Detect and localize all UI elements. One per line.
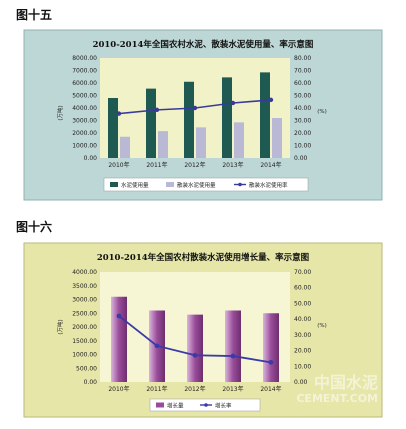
chart-1-y-right-tick: 30.00 — [294, 118, 311, 125]
chart-2-y-left-tick: 1500.00 — [72, 338, 97, 345]
chart-1-y-right-tick: 20.00 — [294, 130, 311, 137]
chart-1-y-left-tick: 8000.00 — [72, 55, 97, 62]
chart-1: 2010-2014年全国农村水泥、散装水泥使用量、率示意图 0.00 1000.00… — [23, 29, 383, 201]
chart-1-x-tick: 2010年 — [108, 161, 129, 169]
chart-1-bar-bulk — [196, 127, 206, 158]
chart-1-point-rate — [268, 97, 274, 103]
chart-2-y-right-unit: (%) — [317, 323, 327, 329]
chart-2-y-left-tick: 3500.00 — [72, 283, 97, 290]
chart-2-y-right-tick: 50.00 — [294, 300, 311, 307]
chart-1-y-right-tick: 40.00 — [294, 105, 311, 112]
chart-2-y-left-unit: (万吨) — [56, 319, 64, 334]
chart-2-y-left-tick: 3000.00 — [72, 297, 97, 304]
chart-1-x-tick: 2012年 — [184, 161, 205, 169]
chart-2-x-tick: 2011年 — [146, 385, 167, 393]
chart-2: 2010-2014年全国农村散装水泥使用增长量、率示意图 0.00 500.00 10… — [23, 242, 383, 418]
chart-1-legend-swatch-bulk — [166, 182, 174, 187]
chart-2-point-rate — [268, 359, 274, 365]
chart-1-bar-usage — [146, 88, 156, 158]
chart-1-title: 2010-2014年全国农村水泥、散装水泥使用量、率示意图 — [93, 39, 314, 50]
chart-1-legend — [103, 177, 309, 192]
chart-2-legend-marker — [204, 403, 208, 407]
chart-2-bar-growth — [225, 310, 241, 382]
chart-1-legend-label: 散装水泥使用率 — [249, 181, 288, 189]
chart-2-point-rate — [192, 352, 198, 358]
watermark-line-2: CEMENT.COM — [296, 392, 378, 405]
figure-16-label: 图十六 — [16, 220, 53, 234]
chart-1-x-tick: 2013年 — [222, 161, 243, 169]
chart-2-y-left-tick: 500.00 — [76, 365, 97, 372]
chart-1-y-right-tick: 10.00 — [294, 143, 311, 150]
chart-2-y-right-tick: 60.00 — [294, 285, 311, 292]
chart-2-y-right-tick: 70.00 — [294, 269, 311, 276]
chart-1-point-rate — [192, 105, 198, 111]
chart-1-y-left-tick: 0.00 — [84, 155, 98, 162]
chart-1-y-left-tick: 5000.00 — [72, 93, 97, 100]
chart-2-x-tick: 2014年 — [260, 385, 281, 393]
chart-1-x-tick: 2011年 — [146, 161, 167, 169]
chart-1-legend-swatch-usage — [110, 182, 118, 187]
chart-1-y-left-tick: 4000.00 — [72, 105, 97, 112]
chart-1-y-right-unit: (%) — [317, 109, 327, 115]
chart-1-legend-label: 散装水泥使用量 — [177, 181, 216, 189]
chart-1-x-tick: 2014年 — [260, 161, 281, 169]
chart-2-y-left-tick: 4000.00 — [72, 269, 97, 276]
chart-2-y-left-tick: 2000.00 — [72, 324, 97, 331]
chart-1-y-left-tick: 6000.00 — [72, 80, 97, 87]
chart-1-y-right-tick: 80.00 — [294, 55, 311, 62]
chart-2-point-rate — [230, 353, 236, 359]
chart-2-y-left-tick: 0.00 — [84, 379, 98, 386]
chart-2-x-tick: 2012年 — [184, 385, 205, 393]
chart-1-bar-bulk — [234, 122, 244, 158]
chart-1-legend-marker — [238, 182, 242, 187]
chart-1-y-right-tick: 0.00 — [294, 155, 308, 162]
chart-1-y-left-tick: 1000.00 — [72, 143, 97, 150]
chart-1-point-rate — [116, 111, 122, 116]
chart-2-legend-label: 增长量 — [167, 402, 184, 410]
chart-1-bar-usage — [222, 77, 232, 158]
watermark-line-1: 中国水泥 — [314, 373, 378, 392]
chart-2-y-right-tick: 40.00 — [294, 316, 311, 323]
chart-2-bar-growth — [111, 296, 127, 382]
chart-1-bar-usage — [260, 72, 270, 158]
chart-1-legend-label: 水泥使用量 — [121, 181, 149, 189]
chart-1-y-left-tick: 7000.00 — [72, 68, 97, 75]
chart-1-y-right-tick: 70.00 — [294, 68, 311, 75]
chart-2-y-right-tick: 30.00 — [294, 332, 311, 339]
chart-1-bar-bulk — [158, 131, 168, 158]
chart-2-point-rate — [154, 343, 160, 349]
chart-2-y-right-tick: 0.00 — [294, 379, 308, 386]
chart-1-bar-usage — [108, 98, 118, 158]
chart-1-bar-usage — [184, 81, 194, 158]
chart-1-y-right-tick: 50.00 — [294, 93, 311, 100]
chart-1-y-left-unit: (万吨) — [56, 105, 64, 120]
chart-1-y-right-tick: 60.00 — [294, 80, 311, 87]
chart-2-y-right-tick: 20.00 — [294, 348, 311, 355]
chart-2-y-left-tick: 2500.00 — [72, 310, 97, 317]
chart-2-point-rate — [116, 313, 122, 319]
chart-1-y-left-tick: 2000.00 — [72, 130, 97, 137]
chart-2-bar-growth — [263, 313, 279, 382]
chart-1-point-rate — [230, 100, 236, 106]
chart-2-x-tick: 2010年 — [108, 385, 129, 393]
chart-1-y-left-tick: 3000.00 — [72, 118, 97, 125]
chart-1-bar-bulk — [272, 118, 282, 158]
chart-2-bar-growth — [187, 314, 203, 382]
chart-2-y-left-tick: 1000.00 — [72, 352, 97, 359]
chart-2-legend-swatch-growth — [156, 402, 164, 408]
chart-2-title: 2010-2014年全国农村散装水泥使用增长量、率示意图 — [97, 252, 309, 263]
chart-2-x-tick: 2013年 — [222, 385, 243, 393]
chart-2-legend-label: 增长率 — [215, 402, 232, 410]
chart-1-bar-bulk — [120, 136, 130, 158]
chart-2-y-right-tick: 10.00 — [294, 363, 311, 370]
chart-1-point-rate — [154, 107, 160, 113]
figure-15-label: 图十五 — [16, 8, 53, 22]
